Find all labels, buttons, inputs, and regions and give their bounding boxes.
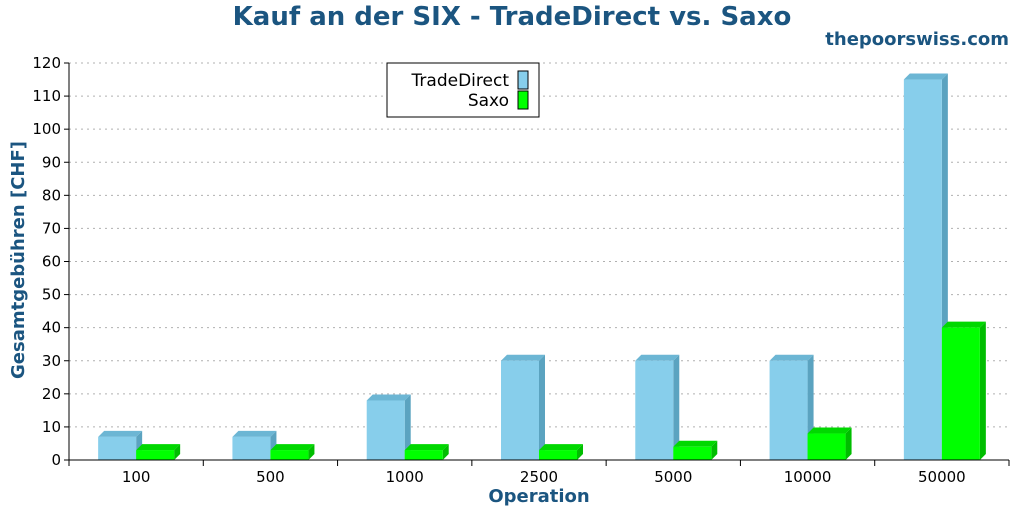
legend-label: TradeDirect [411,71,510,91]
brand-label: thepoorswiss.com [825,29,1009,50]
bar-front [404,450,443,460]
bar-side [174,444,181,460]
bar-tradedirect-50000 [903,73,948,461]
bar-top [635,354,680,361]
bar-top [769,354,814,361]
legend-label: Saxo [468,91,509,111]
bar-front [270,450,309,460]
bar-saxo-50000 [941,321,986,460]
bar-front [903,79,942,461]
bar-front [941,327,980,460]
x-tick-label: 500 [256,468,285,486]
x-tick-label: 2500 [520,468,558,486]
y-tick-label: 60 [42,253,61,271]
y-tick-label: 40 [42,319,61,337]
bar-top [136,444,181,451]
bar-top [366,394,411,401]
bar-top [903,73,948,80]
bar-saxo-10000 [807,427,852,460]
bar-saxo-2500 [539,444,583,460]
bar-side [442,444,449,460]
bar-front [232,436,271,460]
bar-top [941,321,986,328]
y-tick-label: 110 [32,87,61,105]
bar-top [404,444,449,451]
x-tick-label: 50000 [918,468,966,486]
bar-tradedirect-5000 [635,354,680,460]
bar-side [711,440,718,460]
bar-side [539,354,545,460]
y-tick-label: 80 [42,186,61,204]
bar-top [232,430,277,437]
bar-front [98,436,137,460]
y-tick-label: 100 [32,120,61,138]
bar-tradedirect-10000 [769,354,814,460]
bar-top [673,440,718,447]
y-tick-label: 0 [51,451,61,469]
bar-saxo-100 [136,444,181,460]
legend-box [386,62,540,118]
y-tick-label: 30 [42,352,61,370]
x-tick-labels: 100 500 1000 2500 5000 10000 50000 [122,468,966,486]
bar-side [404,394,411,460]
bar-front [366,400,405,460]
bar-tradedirect-1000 [366,394,411,460]
x-tick-label: 100 [122,468,151,486]
bar-front [539,450,577,460]
bar-side [673,354,680,460]
bar-top [807,427,852,434]
bar-front [769,360,808,460]
bar-front [807,433,846,460]
bar-top [501,354,545,361]
y-tick-label: 90 [42,153,61,171]
bar-tradedirect-100 [98,430,143,460]
x-tick-label: 5000 [654,468,692,486]
legend-swatch [517,90,529,110]
y-tick-label: 10 [42,418,61,436]
bar-front [635,360,674,460]
bar-top [539,444,583,451]
y-tick-label: 50 [42,286,61,304]
bar-side [845,427,852,460]
bar-front [501,360,539,460]
y-tick-label: 20 [42,385,61,403]
legend-swatch [517,70,529,90]
bar-front [673,446,712,460]
x-tick-label: 1000 [386,468,424,486]
bar-saxo-500 [270,444,315,460]
x-tick-label: 10000 [784,468,832,486]
bar-side [979,321,986,460]
bar-top [270,444,315,451]
bar-side [577,444,583,460]
bar-top [98,430,143,437]
bar-tradedirect-2500 [501,354,545,460]
bar-front [136,450,175,460]
y-tick-labels: 0 10 20 30 40 50 60 70 80 90 100 110 120 [32,54,61,469]
chart-title: Kauf an der SIX - TradeDirect vs. Saxo [233,2,792,32]
bar-saxo-5000 [673,440,718,460]
y-tick-label: 70 [42,219,61,237]
bar-tradedirect-500 [232,430,277,460]
bars [98,73,986,461]
y-tick-label: 120 [32,54,61,72]
bar-saxo-1000 [404,444,449,460]
axes [64,62,1010,466]
y-axis-label: Gesamtgebühren [CHF] [8,141,29,379]
bar-side [308,444,315,460]
x-axis-label: Operation [488,486,589,507]
